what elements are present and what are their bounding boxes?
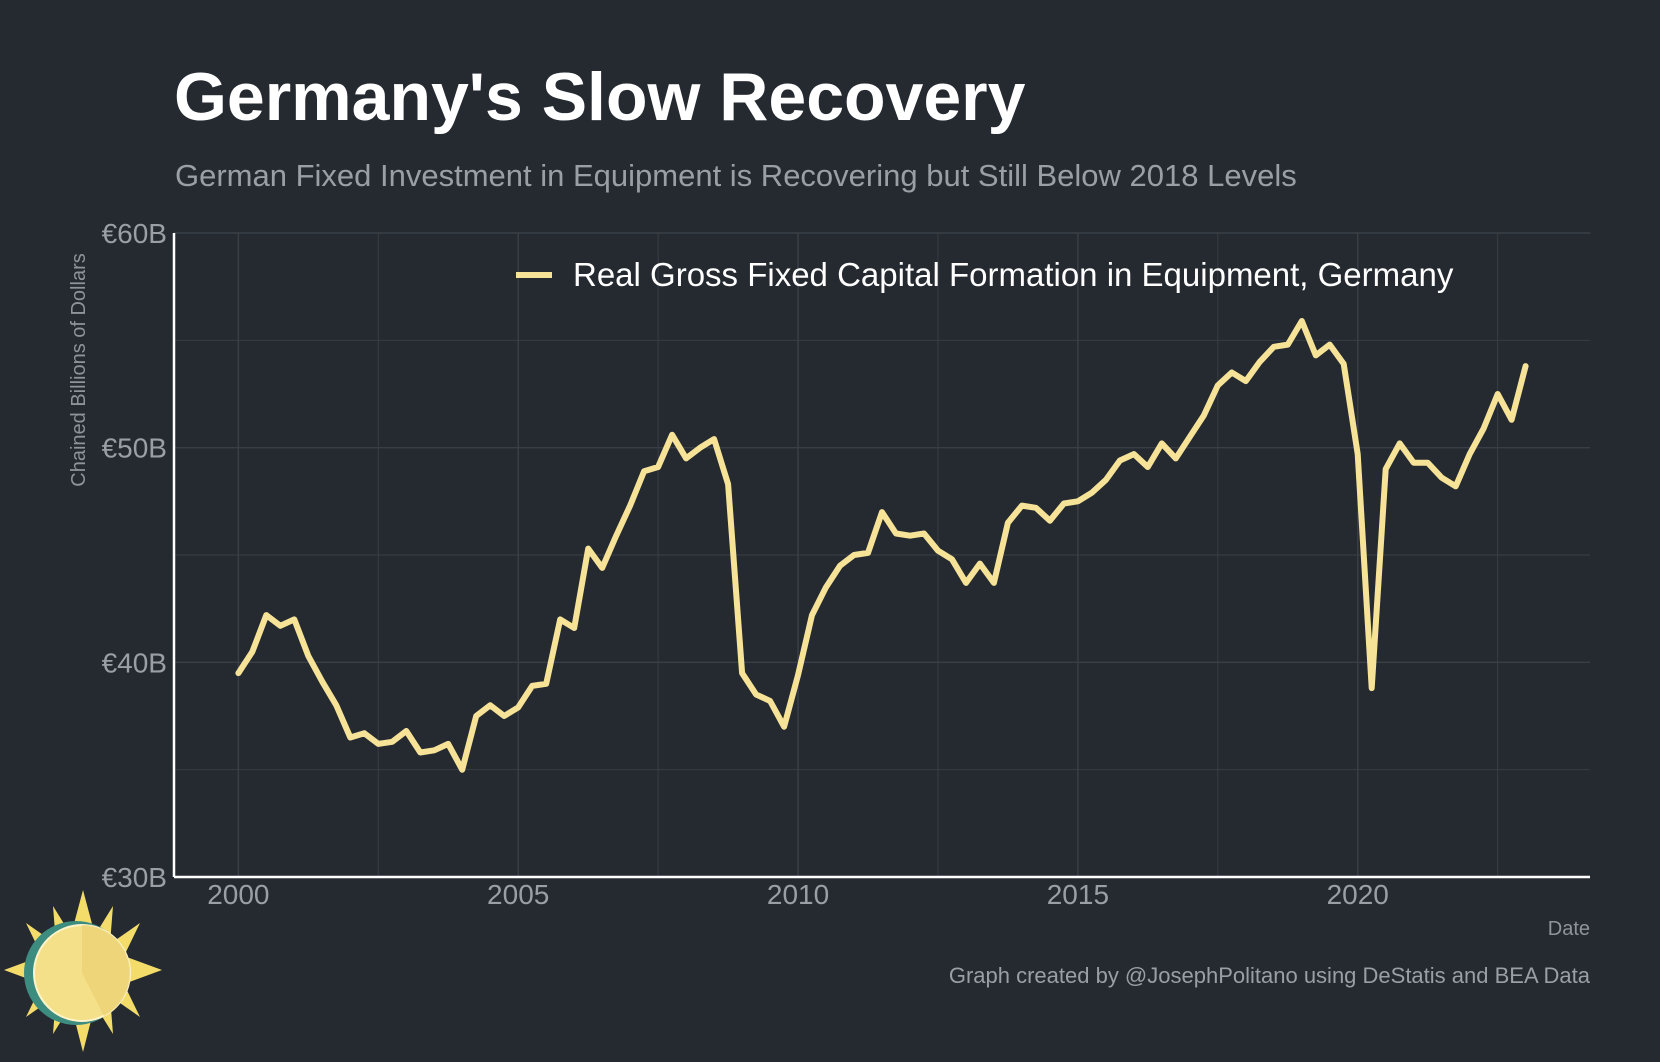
legend: Real Gross Fixed Capital Formation in Eq…	[516, 256, 1454, 293]
y-axis-title: Chained Billions of Dollars	[68, 253, 90, 486]
series-layer	[235, 318, 1529, 773]
y-tick-label: €40B	[102, 647, 167, 678]
y-tick-label: €60B	[102, 218, 167, 249]
source-caption: Graph created by @JosephPolitano using D…	[949, 963, 1591, 988]
sun-highlight	[82, 925, 131, 1016]
legend-label: Real Gross Fixed Capital Formation in Eq…	[573, 256, 1454, 293]
series-line	[235, 318, 1529, 773]
chart-title: Germany's Slow Recovery	[174, 59, 1026, 135]
axes	[172, 233, 1590, 879]
x-tick-label: 2000	[207, 879, 269, 910]
x-tick-label: 2005	[487, 879, 549, 910]
x-tick-label: 2020	[1327, 879, 1389, 910]
x-tick-label: 2015	[1047, 879, 1109, 910]
x-axis-title: Date	[1548, 918, 1590, 940]
y-tick-labels: €30B €40B €50B €60B	[102, 218, 167, 893]
x-tick-label: 2010	[767, 879, 829, 910]
chart-subtitle: German Fixed Investment in Equipment is …	[175, 158, 1297, 193]
y-tick-label: €50B	[102, 433, 167, 464]
y-tick-label: €30B	[102, 862, 167, 893]
x-tick-labels: 2000 2005 2010 2015 2020	[207, 879, 1389, 910]
sun-icon	[4, 890, 162, 1052]
